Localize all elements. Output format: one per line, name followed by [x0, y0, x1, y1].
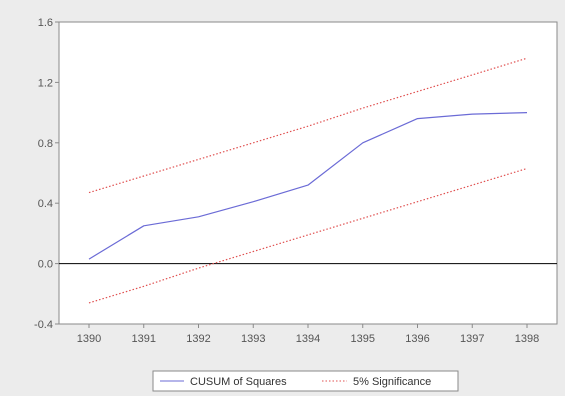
y-tick-label: 1.6 — [38, 17, 53, 29]
significance-lower-line — [88, 167, 528, 304]
cusum-of-squares-line — [88, 112, 528, 260]
x-tick-label: 1392 — [186, 333, 210, 345]
x-tick-label: 1391 — [132, 333, 156, 345]
x-tick-label: 1397 — [460, 333, 484, 345]
x-tick-label: 1398 — [515, 333, 539, 345]
y-axis: -0.4 0.0 0.4 0.8 1.2 1.6 — [34, 17, 59, 331]
y-tick-label: 0.8 — [38, 138, 53, 150]
x-tick-label: 1393 — [241, 333, 265, 345]
x-tick-label: 1395 — [351, 333, 375, 345]
x-tick-label: 1394 — [296, 333, 320, 345]
plot-area — [58, 21, 558, 325]
x-tick-label: 1390 — [77, 333, 101, 345]
x-axis: 1390 1391 1392 1393 1394 1395 1396 1397 1398 — [77, 324, 539, 345]
significance-upper-line — [88, 57, 528, 194]
legend: CUSUM of Squares 5% Significance — [152, 370, 459, 392]
y-tick-label: -0.4 — [34, 319, 53, 331]
legend-label-significance: 5% Significance — [353, 376, 431, 388]
series-layer — [88, 57, 528, 304]
x-tick-label: 1396 — [405, 333, 429, 345]
y-tick-label: 1.2 — [38, 77, 53, 89]
y-tick-label: 0.0 — [38, 259, 53, 271]
legend-box — [152, 370, 459, 392]
y-tick-label: 0.4 — [38, 198, 53, 210]
legend-label-cusum: CUSUM of Squares — [190, 376, 287, 388]
